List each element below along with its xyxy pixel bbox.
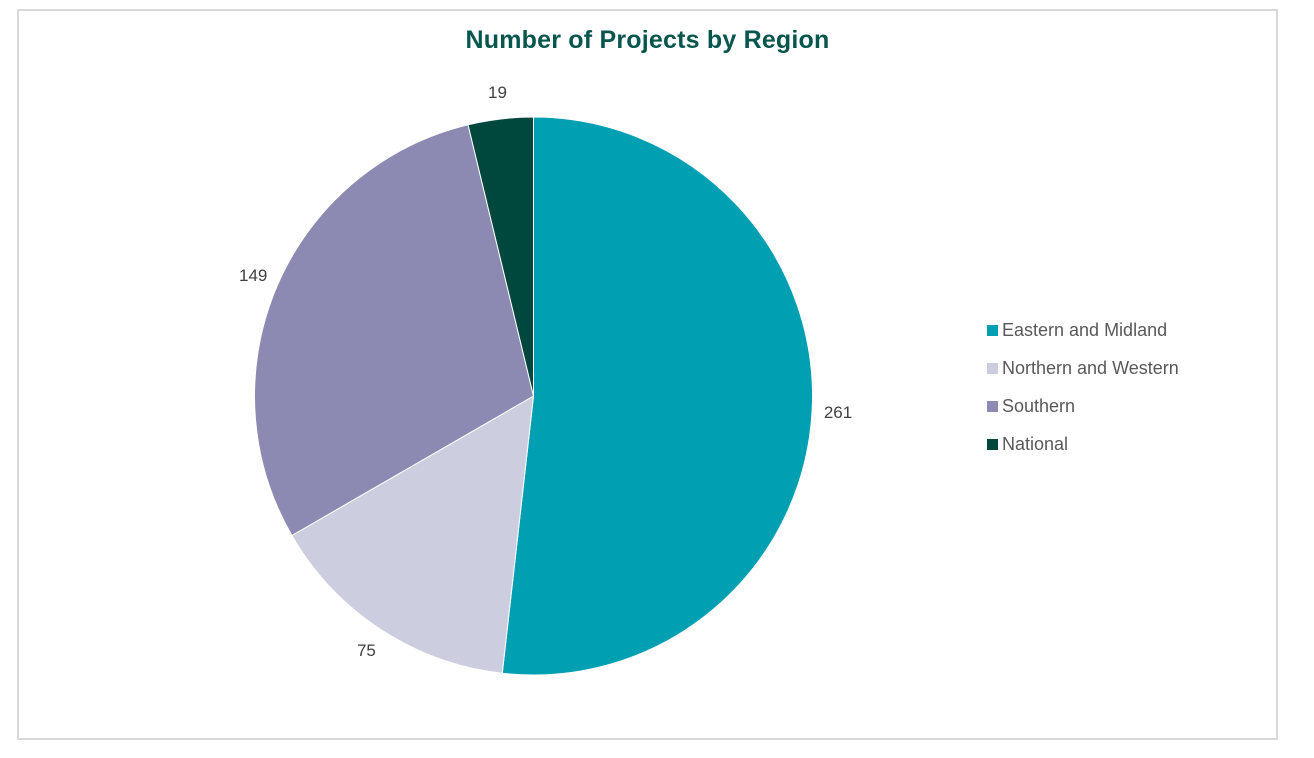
- data-label-national: 19: [487, 83, 507, 103]
- legend-label: Northern and Western: [1002, 357, 1179, 378]
- data-label-northern-and-western: 75: [356, 641, 376, 661]
- legend-marker-icon: [987, 324, 998, 336]
- legend-marker-icon: [987, 438, 998, 450]
- pie-slice-eastern-and-midland: [501, 116, 813, 676]
- legend-item-eastern-and-midland: Eastern and Midland: [987, 320, 1179, 340]
- legend-marker-icon: [987, 362, 998, 374]
- legend-label: Southern: [1002, 395, 1076, 416]
- chart-title: Number of Projects by Region: [465, 26, 830, 54]
- legend-item-northern-and-western: Northern and Western: [987, 358, 1179, 378]
- pie-slice-northern-and-western: [291, 395, 535, 674]
- legend-item-southern: Southern: [987, 396, 1179, 416]
- pie-slice-southern: [254, 124, 535, 537]
- pie-slice-national: [467, 116, 534, 397]
- data-label-southern: 149: [239, 265, 268, 285]
- legend: Eastern and Midland Northern and Western S…: [987, 320, 1179, 454]
- legend-label: Eastern and Midland: [1002, 319, 1168, 340]
- data-label-eastern-and-midland: 261: [823, 403, 853, 423]
- legend-item-national: National: [987, 434, 1179, 454]
- legend-label: National: [1002, 433, 1069, 454]
- legend-marker-icon: [987, 400, 998, 412]
